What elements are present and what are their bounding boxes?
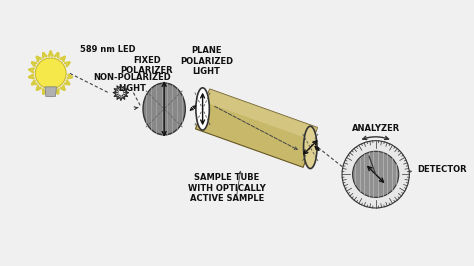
- Polygon shape: [45, 87, 56, 97]
- Circle shape: [353, 151, 399, 197]
- Polygon shape: [205, 89, 318, 140]
- Ellipse shape: [303, 126, 317, 169]
- Text: NON-POLARIZED
LIGHT: NON-POLARIZED LIGHT: [93, 73, 171, 93]
- Text: 589 nm LED: 589 nm LED: [80, 45, 135, 54]
- Text: PLANE
POLARIZED
LIGHT: PLANE POLARIZED LIGHT: [180, 47, 233, 76]
- Circle shape: [342, 141, 410, 208]
- Text: ANALYZER: ANALYZER: [352, 124, 400, 133]
- Text: FIXED
POLARIZER: FIXED POLARIZER: [120, 56, 173, 75]
- Circle shape: [35, 58, 66, 89]
- Text: DETECTOR: DETECTOR: [417, 165, 466, 174]
- Text: SAMPLE TUBE
WITH OPTICALLY
ACTIVE SAMPLE: SAMPLE TUBE WITH OPTICALLY ACTIVE SAMPLE: [188, 173, 265, 203]
- Ellipse shape: [196, 88, 210, 130]
- Ellipse shape: [143, 83, 185, 135]
- Polygon shape: [195, 89, 318, 167]
